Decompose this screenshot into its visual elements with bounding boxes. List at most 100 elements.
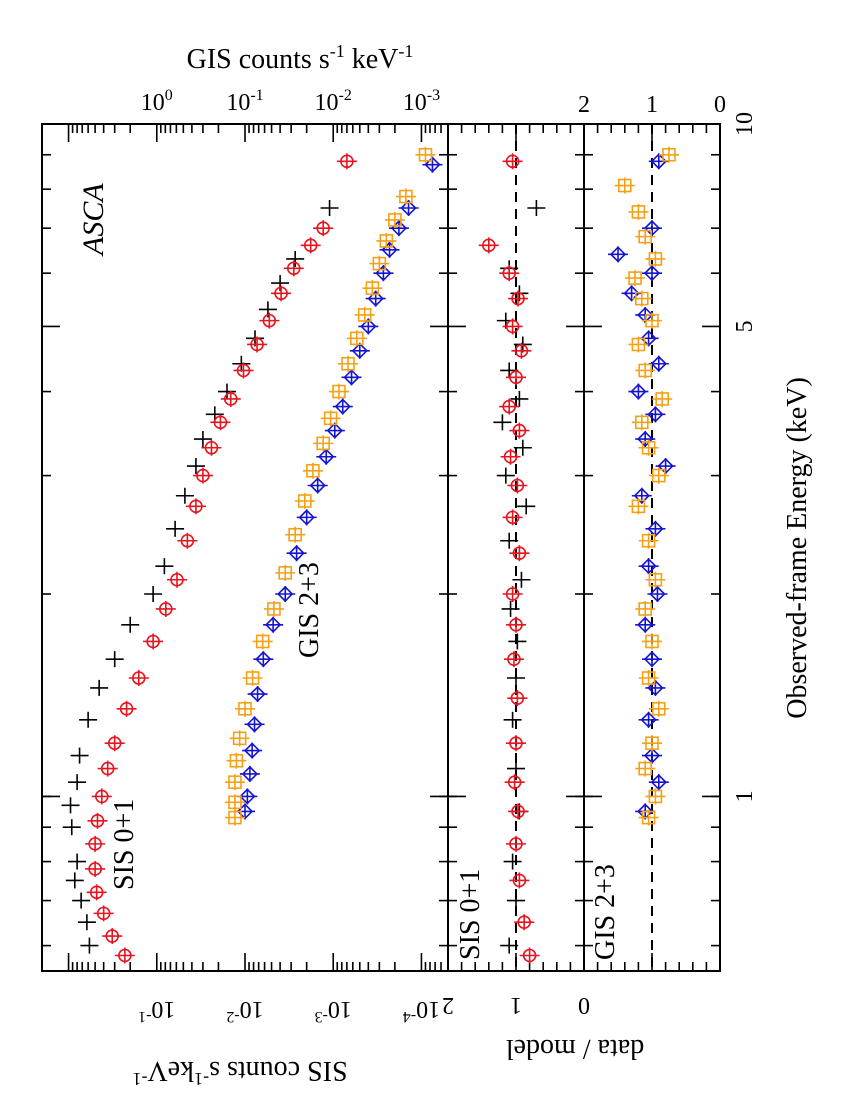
spectrum-point-sis1 <box>247 336 268 353</box>
sis-ratio-point-sis1 <box>502 585 523 602</box>
gis-ratio-point-gis3 <box>635 760 656 777</box>
gis-ratio-point-gis3 <box>628 336 649 353</box>
spectrum-point-gis2 <box>263 616 284 633</box>
energy-tick-label: 5 <box>732 320 758 332</box>
spectrum-point-sis0 <box>105 651 124 668</box>
spectrum-point-gis3 <box>313 435 334 452</box>
sis-ratio-point-sis1 <box>499 265 520 282</box>
sis-ratio-point-sis0 <box>496 467 515 484</box>
energy-tick-label: 1 <box>732 790 758 802</box>
sis-ratio-point-sis0 <box>493 414 512 431</box>
spectrum-point-sis1 <box>128 670 149 687</box>
spectrum-point-gis3 <box>224 794 245 811</box>
spectrum-point-sis0 <box>72 892 91 909</box>
sis-ratio-point-sis1 <box>506 616 526 633</box>
gis-ratio-point-gis3 <box>628 498 649 515</box>
spectrum-point-sis1 <box>104 735 125 752</box>
spectrum-point-sis1 <box>177 532 198 549</box>
gis-axis-title: GIS counts s-1 keV-1 <box>187 41 414 75</box>
sis-ratio-point-sis0 <box>503 711 522 728</box>
spectrum-point-sis0 <box>77 914 96 931</box>
gis-ratio-point-gis3 <box>614 177 635 194</box>
sis-ratio-point-sis1 <box>508 803 529 820</box>
gis-ratio-point-gis3 <box>659 146 679 163</box>
spectrum-point-sis0 <box>80 937 99 954</box>
gis-ratio-point-gis2 <box>645 679 666 697</box>
sis-ratio-point-sis1 <box>519 947 540 964</box>
sis-ratio-point-sis0 <box>507 670 525 687</box>
sis-ratio-point-sis1 <box>504 774 525 791</box>
sis-ratio-tick-label: 0 <box>578 992 590 1018</box>
gis-ratio-point-gis2 <box>638 711 659 728</box>
sis-ratio-point-sis1 <box>511 342 532 359</box>
spectrum-point-sis1 <box>283 260 304 277</box>
spectrum-point-sis1 <box>87 812 108 829</box>
spectrum-point-sis1 <box>102 928 123 945</box>
sis-ratio-point-sis1 <box>506 735 526 752</box>
spectrum-point-sis1 <box>233 362 254 379</box>
sis-ratio-point-sis0 <box>508 633 527 650</box>
gis-ratio-point-gis3 <box>628 203 649 220</box>
sis-tick-label: 10-3 <box>315 996 352 1025</box>
sis-ratio-point-sis0 <box>527 200 546 217</box>
gis-ratio-point-gis3 <box>645 788 666 805</box>
spectrum-point-sis1 <box>116 700 137 717</box>
gis-ratio-point-gis2 <box>642 651 662 668</box>
spectrum-point-sis1 <box>313 220 334 237</box>
gis-ratio-point-gis3 <box>645 571 666 588</box>
spectrum-point-gis3 <box>224 774 245 791</box>
sis-ratio-point-sis0 <box>507 760 525 777</box>
spectrum-point-sis1 <box>166 571 187 588</box>
spectrum-point-gis3 <box>369 255 390 272</box>
gis-tick-label: 100 <box>141 87 173 116</box>
spectrum-point-gis2 <box>332 398 353 415</box>
spectrum-point-gis3 <box>302 462 323 479</box>
spectrum-point-gis3 <box>362 280 383 297</box>
gis-ratio-panel-label: GIS 2+3 <box>590 864 621 960</box>
spectrum-point-sis0 <box>271 275 290 292</box>
spectrum-point-gis3 <box>376 232 397 249</box>
spectrum-point-gis3 <box>242 670 263 687</box>
spectrum-point-sis0 <box>155 558 174 575</box>
gis-ratio-point-gis3 <box>638 532 659 549</box>
spectrum-point-sis1 <box>114 947 135 964</box>
sis-tick-label: 10-4 <box>403 996 440 1025</box>
spectrum-point-gis2 <box>316 448 337 465</box>
gis-ratio-point-gis3 <box>638 670 659 687</box>
spectrum-point-gis2 <box>239 765 260 783</box>
gis-ratio-point-gis3 <box>642 312 662 329</box>
spectrum-point-gis3 <box>320 410 341 427</box>
spectrum-point-sis0 <box>166 520 185 537</box>
sis-ratio-point-sis0 <box>501 600 520 617</box>
spectrum-point-sis1 <box>201 439 222 456</box>
spectrum-point-sis0 <box>217 383 236 400</box>
spectrum-point-gis2 <box>422 156 443 173</box>
spectrum-point-sis0 <box>65 872 84 889</box>
gis-ratio-point-gis2 <box>642 265 662 282</box>
gis-ratio-point-gis3 <box>648 700 669 717</box>
sis-ratio-point-sis1 <box>502 153 523 170</box>
gis-tick-label: 10-3 <box>403 87 440 116</box>
sis-ratio-point-sis1 <box>509 545 530 562</box>
gis-ratio-tick-label: 0 <box>714 92 726 118</box>
spectrum-point-gis3 <box>229 730 250 747</box>
spectrum-point-gis2 <box>349 342 370 359</box>
spectrum-point-gis2 <box>307 477 328 494</box>
sis-spectrum-label: SIS 0+1 <box>109 799 140 890</box>
spectrum-point-sis0 <box>68 774 87 791</box>
spectrum-point-sis0 <box>186 458 205 475</box>
sis-ratio-tick-label: 2 <box>442 992 454 1018</box>
spectrum-point-sis0 <box>61 797 80 814</box>
spectrum-point-sis1 <box>143 633 164 650</box>
spectrum-point-gis2 <box>244 716 265 733</box>
sis-ratio-point-sis1 <box>509 422 530 439</box>
spectrum-point-gis3 <box>226 752 247 769</box>
spectrum-point-gis2 <box>365 290 386 307</box>
spectrum-point-sis0 <box>144 585 163 602</box>
spectrum-point-sis0 <box>193 431 212 448</box>
gis-spectrum-label: GIS 2+3 <box>294 562 325 658</box>
sis-ratio-point-sis0 <box>517 498 536 515</box>
spectrum-point-gis3 <box>337 355 358 372</box>
spectrum-point-sis1 <box>336 153 357 170</box>
